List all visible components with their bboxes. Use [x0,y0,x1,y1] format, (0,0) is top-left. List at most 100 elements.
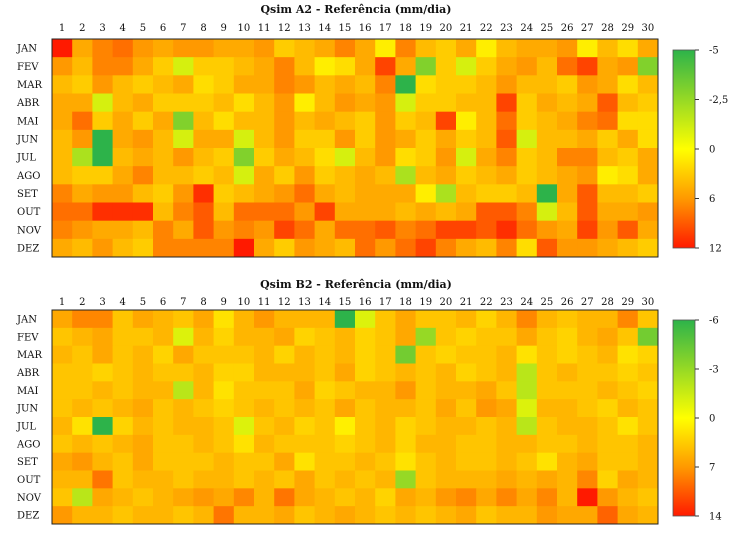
heatmap-cell [435,381,457,400]
heatmap-cell [395,238,416,258]
heatmap-cell [597,75,618,94]
heatmap-cell [294,129,315,149]
heatmap-cell [415,166,437,185]
y-tick-label: MAI [17,386,38,397]
heatmap-cell [476,166,497,185]
heatmap-cell [536,327,558,347]
heatmap-cell [557,506,578,525]
heatmap-cell [536,506,558,525]
heatmap-cell [375,310,396,329]
x-tick-label: 12 [278,23,291,34]
heatmap-cell [637,148,659,167]
heatmap-cell [294,434,315,454]
heatmap-cell [132,238,154,258]
heatmap-cell [395,184,416,203]
heatmap-cell [496,327,517,347]
heatmap-cell [395,166,416,185]
heatmap-cell [274,452,295,471]
heatmap-cell [254,148,275,167]
heatmap-cell [476,488,497,507]
heatmap-cell [476,202,497,222]
heatmap-cell [476,39,497,58]
heatmap-cell [132,506,154,525]
heatmap-cell [92,434,113,454]
heatmap-cell [294,470,315,489]
heatmap-cell [233,93,255,113]
heatmap-cell [456,238,477,258]
heatmap-cell [294,488,315,507]
heatmap-cell [577,238,598,258]
heatmap-cell [617,220,639,240]
heatmap-cell [456,506,477,525]
heatmap-cell [597,148,618,167]
heatmap-cell [132,129,154,149]
colorbar-tick-label: -5 [709,46,719,57]
x-tick-label: 1 [59,297,65,308]
heatmap-cell [435,452,457,471]
heatmap-cell [112,506,134,525]
heatmap-cell [294,399,315,418]
heatmap-cell [516,381,538,400]
heatmap-cell [637,184,659,203]
heatmap-cell [557,111,578,131]
heatmap-cell [153,506,174,525]
heatmap-cell [476,399,497,418]
y-tick-label: SET [17,189,38,200]
heatmap-cell [274,363,295,382]
heatmap-cell [294,202,315,222]
heatmap-cell [456,166,477,185]
heatmap-cell [294,39,315,58]
heatmap-cell [536,417,558,436]
colorbar-tick-label: -2,5 [709,95,728,106]
heatmap-cell [557,363,578,382]
heatmap-cell [132,345,154,364]
heatmap-cell [577,417,598,436]
heatmap-cell [617,470,639,489]
heatmap-cell [395,417,416,436]
heatmap-cell [597,220,618,240]
heatmap-cell [213,166,235,185]
heatmap-cell [173,148,194,167]
heatmap-cell [112,345,134,364]
heatmap-cell [516,57,538,76]
heatmap-cell [617,238,639,258]
heatmap-cell [516,75,538,94]
heatmap-cell [496,238,517,258]
y-tick-label: AGO [16,439,40,450]
y-tick-label: OUT [17,475,41,486]
heatmap-cell [637,202,659,222]
heatmap-cell [52,184,73,203]
heatmap-cell [415,148,437,167]
colorbar-tick-label: 0 [709,414,715,425]
x-tick-label: 2 [79,23,85,34]
heatmap-cell [213,129,235,149]
heatmap-cell [213,111,235,131]
heatmap-cell [395,75,416,94]
heatmap-cell [254,310,275,329]
x-tick-label: 14 [318,297,331,308]
heatmap-cell [597,166,618,185]
heatmap-cell [213,148,235,167]
heatmap-cell [193,327,214,347]
heatmap-cell [294,238,315,258]
colorbar-tick-label: -3 [709,365,719,376]
heatmap-cell [52,452,73,471]
heatmap-cell [92,39,113,58]
heatmap-cell [254,93,275,113]
heatmap-cell [496,399,517,418]
heatmap-cell [476,148,497,167]
heatmap-cell [476,327,497,347]
heatmap-cell [213,184,235,203]
x-tick-label: 4 [120,297,126,308]
x-tick-label: 25 [541,23,554,34]
x-tick-label: 30 [642,297,655,308]
heatmap-cell [536,470,558,489]
heatmap-cell [516,452,538,471]
heatmap-cell [314,345,336,364]
heatmap-cell [153,220,174,240]
x-tick-label: 29 [621,23,634,34]
heatmap-cell [536,381,558,400]
heatmap-cell [92,202,113,222]
y-tick-label: DEZ [17,511,39,522]
heatmap-cell [274,57,295,76]
